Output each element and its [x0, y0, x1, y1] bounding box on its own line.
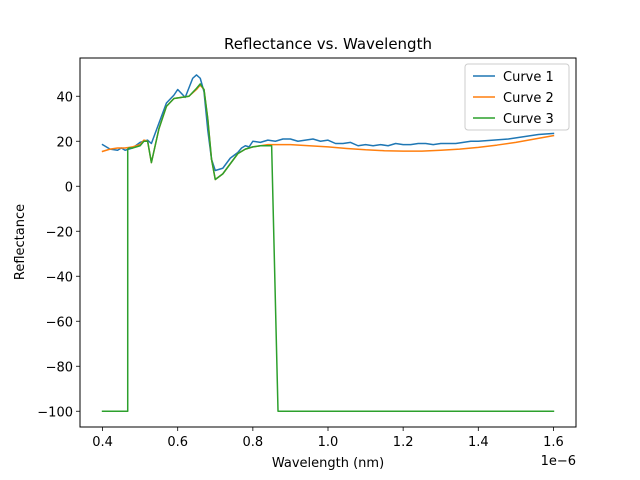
legend: Curve 1 Curve 2 Curve 3: [464, 63, 570, 131]
series-line-1: [101, 74, 555, 172]
x-tick-label: 1.4: [468, 435, 489, 450]
series-line-3: [101, 83, 555, 412]
x-tick-label: 0.6: [167, 435, 188, 450]
legend-label-3: Curve 3: [503, 112, 554, 127]
y-tick-label: −80: [46, 360, 73, 375]
y-tick-label: −60: [46, 315, 73, 330]
plot-series: [101, 74, 555, 412]
x-tick-label: 0.8: [243, 435, 264, 450]
y-tick-label: 0: [65, 180, 73, 195]
x-axis-offset-text: 1e−6: [541, 454, 576, 469]
y-tick-label: 20: [56, 135, 73, 150]
x-axis: 0.4 0.6 0.8 1.0 1.2 1.4 1.6: [92, 427, 564, 450]
y-tick-label: −100: [37, 405, 73, 420]
x-tick-label: 1.6: [543, 435, 564, 450]
legend-label-2: Curve 2: [503, 91, 554, 106]
x-tick-label: 0.4: [92, 435, 113, 450]
legend-label-1: Curve 1: [503, 70, 554, 85]
legend-box: [464, 63, 570, 131]
chart-title: Reflectance vs. Wavelength: [224, 35, 432, 53]
y-axis-label: Reflectance: [13, 204, 28, 280]
x-axis-label: Wavelength (nm): [272, 456, 384, 471]
y-tick-label: 40: [56, 90, 73, 105]
x-tick-label: 1.2: [393, 435, 414, 450]
y-axis: −100 −80 −60 −40 −20 0 20 40: [37, 90, 80, 420]
x-tick-label: 1.0: [318, 435, 339, 450]
y-tick-label: −20: [46, 225, 73, 240]
y-tick-label: −40: [46, 270, 73, 285]
